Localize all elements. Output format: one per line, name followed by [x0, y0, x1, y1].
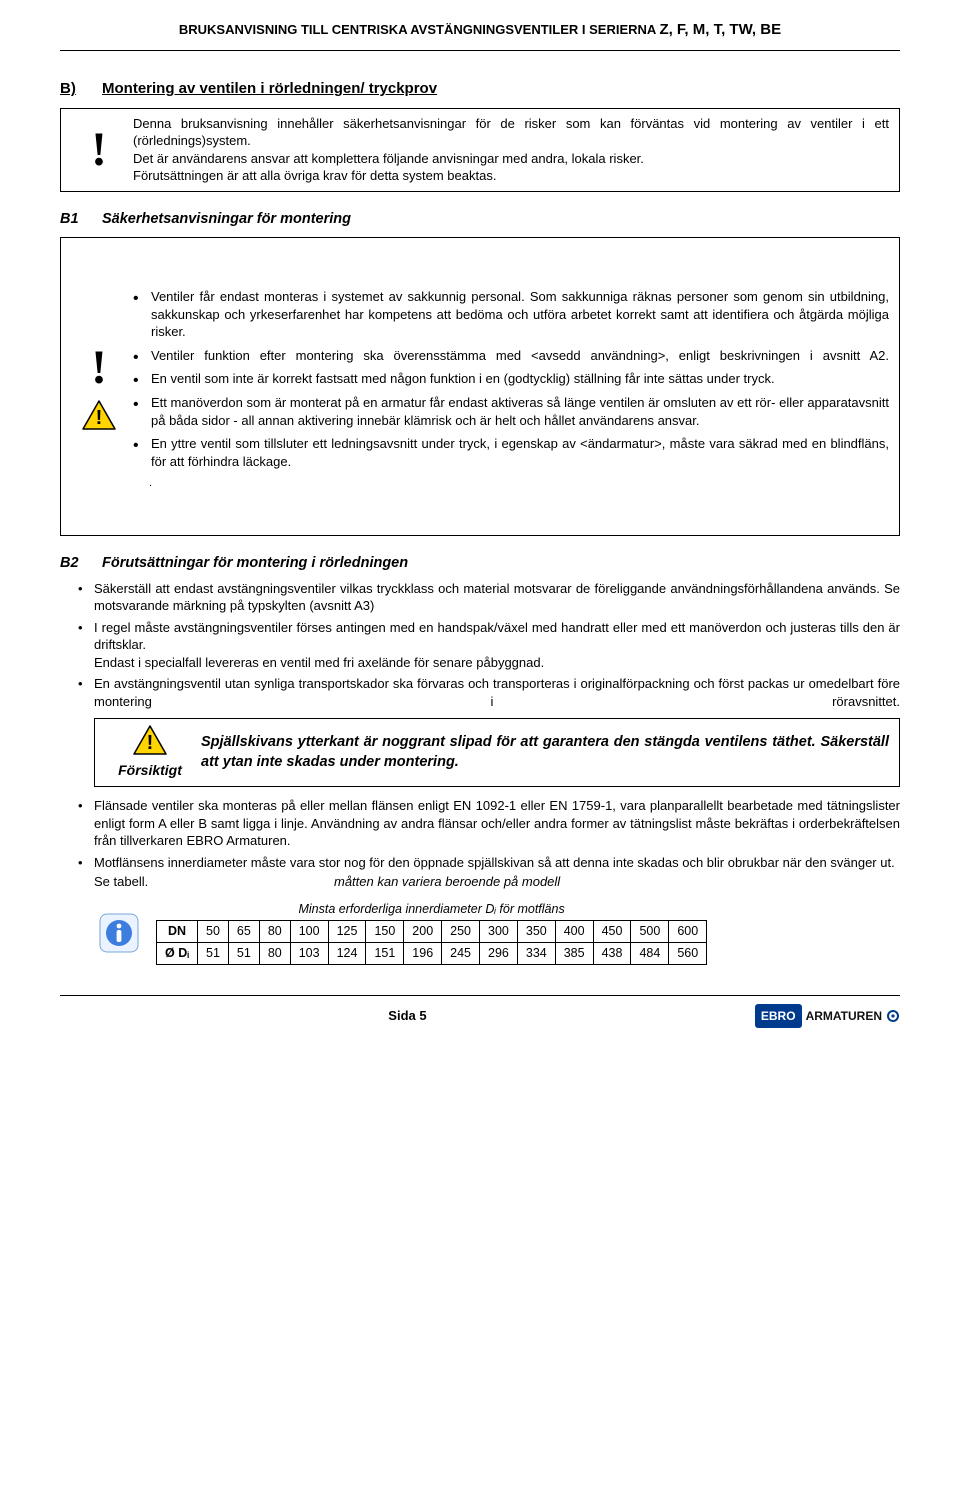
section-b-key: B): [60, 79, 102, 99]
b1-box: ! ! Ventiler får endast monteras i syste…: [60, 237, 900, 536]
caution-label: Försiktigt: [118, 761, 182, 780]
table-caption: Minsta erforderliga innerdiameter Dᵢ för…: [156, 901, 707, 920]
b1-item-1: Ventiler funktion efter montering ska öv…: [133, 347, 889, 365]
b1-item-3: Ett manöverdon som är monterat på en arm…: [133, 394, 889, 429]
page-number: Sida 5: [388, 1007, 426, 1025]
header-series: Z, F, M, T, TW, BE: [659, 21, 781, 38]
b1-title: Säkerhetsanvisningar för montering: [102, 210, 351, 230]
intro-line-2b: Förutsättningen är att alla övriga krav …: [133, 167, 889, 185]
b1-bullet-list: Ventiler får endast monteras i systemet …: [133, 288, 889, 470]
caution-text: Spjällskivans ytterkant är noggrant slip…: [195, 733, 889, 772]
dn-label: DN: [157, 920, 198, 942]
b2-item-1: I regel måste avstängningsventiler förse…: [78, 619, 900, 672]
table-row-di: Ø Dᵢ 515180 103124151 196245296 33438543…: [157, 942, 707, 964]
logo-gear-icon: [886, 1009, 900, 1023]
svg-text:!: !: [96, 407, 103, 429]
warning-triangle-icon: !: [133, 725, 167, 755]
section-b-title: Montering av ventilen i rörledningen/ tr…: [102, 79, 437, 99]
b1-heading: B1 Säkerhetsanvisningar för montering: [60, 210, 900, 230]
b2-title: Förutsättningar för montering i rörledni…: [102, 554, 408, 574]
table-prefix: Se tabell.: [94, 873, 214, 891]
footer-logo: EBRO ARMATUREN: [755, 1004, 900, 1028]
caution-icon-col: ! Försiktigt: [105, 725, 195, 780]
caution-box: ! Försiktigt Spjällskivans ytterkant är …: [94, 718, 900, 787]
page-footer: Sida 5 EBRO ARMATUREN: [60, 995, 900, 1028]
b1-item-2: En ventil som inte är korrekt fastsatt m…: [133, 370, 889, 388]
page-header: BRUKSANVISNING TILL CENTRISKA AVSTÄNGNIN…: [60, 20, 900, 51]
section-b-heading: B) Montering av ventilen i rörledningen/…: [60, 79, 900, 99]
info-icon: [94, 913, 144, 953]
exclamation-icon: !: [71, 126, 127, 174]
table-note: måtten kan variera beroende på modell: [334, 873, 560, 891]
b1-item-4: En yttre ventil som tillsluter ett ledni…: [133, 435, 889, 470]
intro-line-1: Denna bruksanvisning innehåller säkerhet…: [133, 115, 889, 150]
exclamation-icon: !: [91, 344, 107, 392]
svg-text:!: !: [147, 732, 154, 754]
b2-heading: B2 Förutsättningar för montering i rörle…: [60, 554, 900, 574]
warning-triangle-icon: !: [82, 400, 116, 430]
diameter-table: Minsta erforderliga innerdiameter Dᵢ för…: [156, 901, 707, 965]
b2-bullet-list: Säkerställ att endast avstängningsventil…: [78, 580, 900, 711]
b2-post-0: Flänsade ventiler ska monteras på eller …: [78, 797, 900, 850]
header-prefix: BRUKSANVISNING TILL CENTRISKA AVSTÄNGNIN…: [179, 22, 660, 37]
section-b-intro-box: ! Denna bruksanvisning innehåller säkerh…: [60, 108, 900, 192]
b1-item-0: Ventiler får endast monteras i systemet …: [133, 288, 889, 341]
b1-icon-col: ! !: [71, 344, 127, 430]
b2-item-2: En avstängningsventil utan synliga trans…: [78, 675, 900, 710]
b2-key: B2: [60, 554, 102, 574]
intro-line-2a: Det är användarens ansvar att kompletter…: [133, 150, 889, 168]
b1-key: B1: [60, 210, 102, 230]
b2-post-1: Motflänsens innerdiameter måste vara sto…: [78, 854, 900, 965]
b2-item-0: Säkerställ att endast avstängningsventil…: [78, 580, 900, 615]
b2-post-list: Flänsade ventiler ska monteras på eller …: [78, 797, 900, 964]
table-row-dn: DN 506580 100125150 200250300 350400450 …: [157, 920, 707, 942]
b1-trailing-dot: .: [149, 476, 889, 491]
di-label: Ø Dᵢ: [157, 942, 198, 964]
